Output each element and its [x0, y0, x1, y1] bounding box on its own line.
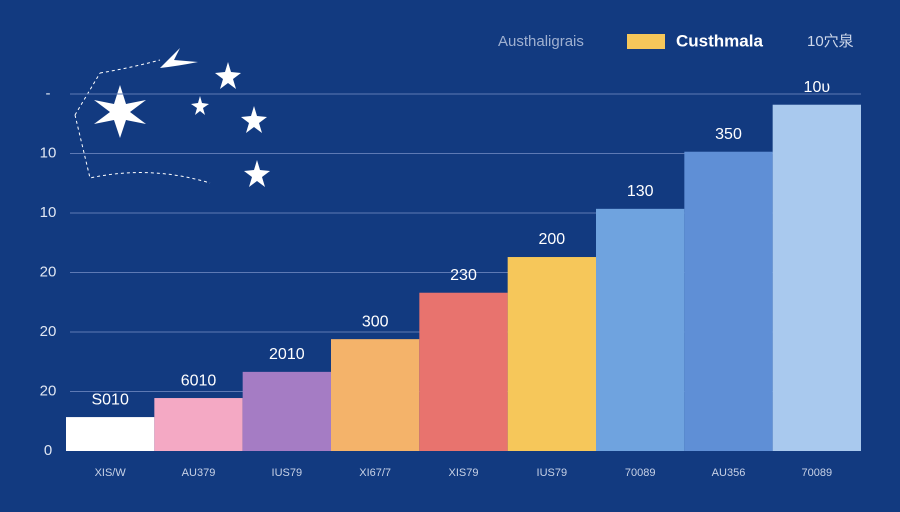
y-tick-label: - [46, 85, 51, 102]
x-tick-label: AU356 [712, 467, 746, 479]
bar [419, 292, 508, 451]
flag-decoration [74, 48, 270, 187]
y-tick-label: 20 [40, 263, 57, 280]
y-tick-label: 10 [40, 204, 57, 221]
x-tick-label: AU379 [182, 467, 216, 479]
x-tick-label: IUS79 [272, 467, 303, 479]
value-label: 130 [627, 183, 654, 200]
y-tick-label: 10 [40, 144, 57, 161]
x-tick-label: XI67/7 [359, 467, 391, 479]
annotation: 10穴泉 [807, 33, 854, 50]
value-label: S010 [91, 391, 128, 408]
bar [154, 398, 243, 451]
x-tick-label: 70089 [802, 467, 833, 479]
value-label: 350 [715, 126, 742, 143]
value-label: 2010 [269, 346, 305, 363]
bar [507, 257, 596, 451]
x-tick-label: IUS79 [537, 467, 568, 479]
bar [684, 151, 773, 451]
value-label: 200 [538, 231, 565, 248]
x-tick-label: XIS79 [449, 467, 479, 479]
bar [242, 371, 331, 451]
bar [66, 417, 155, 451]
x-tick-label: 70089 [625, 467, 656, 479]
value-label: 230 [450, 267, 477, 284]
bar [331, 339, 420, 451]
bar [596, 208, 685, 451]
value-label: 300 [362, 313, 389, 330]
annotation: Austhaligrais [498, 33, 584, 50]
bar [772, 104, 861, 452]
value-label: 6010 [181, 372, 217, 389]
legend-label: Custhmala [676, 31, 763, 50]
value-label: 10υ [804, 79, 831, 96]
legend-swatch [627, 34, 665, 49]
y-tick-label: 20 [40, 323, 57, 340]
x-tick-label: XIS/W [95, 467, 127, 479]
y-tick-label: 20 [40, 382, 57, 399]
y-tick-label: 0 [44, 442, 52, 459]
